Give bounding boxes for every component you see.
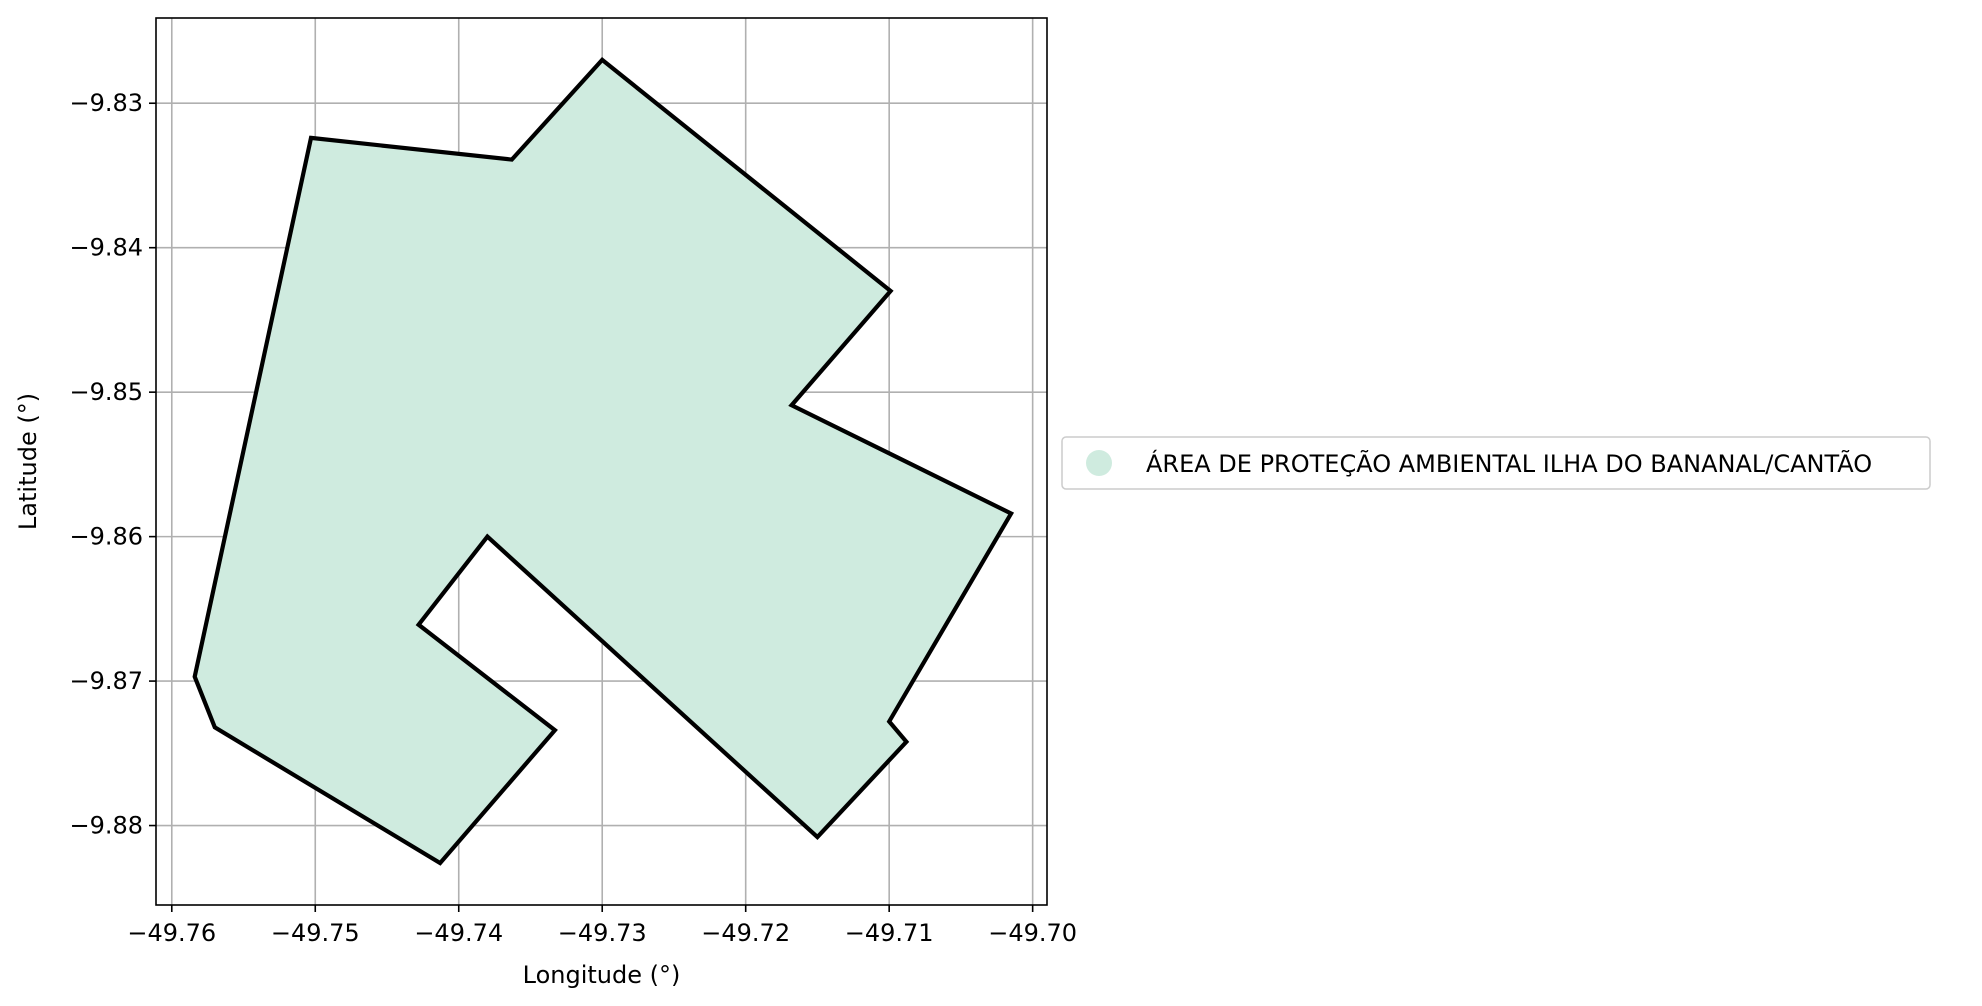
y-tick-label: −9.85 xyxy=(69,378,143,406)
y-tick-label: −9.87 xyxy=(69,667,143,695)
y-tick-label: −9.86 xyxy=(69,523,143,551)
x-tick-label: −49.76 xyxy=(127,919,216,947)
y-axis-label: Latitude (°) xyxy=(14,393,42,530)
x-tick-label: −49.73 xyxy=(558,919,647,947)
x-tick-label: −49.70 xyxy=(988,919,1077,947)
x-tick-label: −49.74 xyxy=(414,919,503,947)
legend: ÁREA DE PROTEÇÃO AMBIENTAL ILHA DO BANAN… xyxy=(1061,436,1931,490)
y-tick-label: −9.83 xyxy=(69,89,143,117)
x-tick-label: −49.72 xyxy=(701,919,790,947)
y-tick-label: −9.84 xyxy=(69,234,143,262)
legend-marker xyxy=(1086,450,1112,476)
axis-ticks: −49.76 −49.75 −49.74 −49.73 −49.72 −49.71 −49.… xyxy=(69,89,1077,947)
legend-entry-label: ÁREA DE PROTEÇÃO AMBIENTAL ILHA DO BANAN… xyxy=(1146,448,1872,478)
x-tick-label: −49.75 xyxy=(271,919,360,947)
y-tick-label: −9.88 xyxy=(69,812,143,840)
protected-area-polygon xyxy=(192,57,1015,866)
legend-box xyxy=(1061,436,1931,490)
x-axis-label: Longitude (°) xyxy=(523,961,681,989)
map-shapes xyxy=(192,57,1015,866)
x-tick-label: −49.71 xyxy=(845,919,934,947)
